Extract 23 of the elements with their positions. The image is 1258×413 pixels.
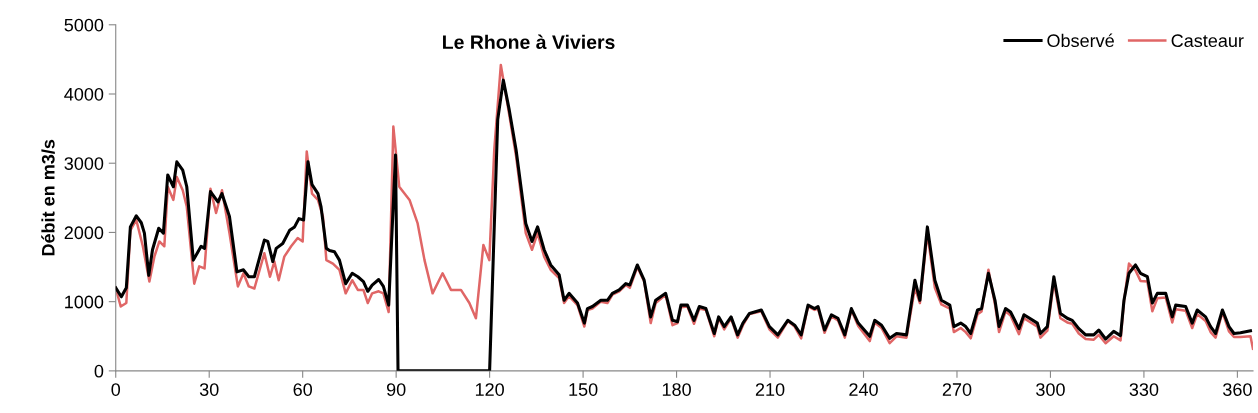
x-tick-label: 270 xyxy=(942,383,972,396)
x-tick-label: 180 xyxy=(662,383,691,396)
x-tick-label: 360 xyxy=(1223,383,1252,396)
x-tick-label: 240 xyxy=(849,383,878,396)
x-tick-label: 330 xyxy=(1129,383,1159,396)
x-tick-label: 0 xyxy=(111,383,121,396)
x-tick-label: 120 xyxy=(475,383,504,396)
x-tick-label: 150 xyxy=(569,383,598,396)
y-tick-label: 1000 xyxy=(65,295,104,309)
x-tick-label: 90 xyxy=(386,383,406,396)
legend-label: Observé xyxy=(1047,33,1114,48)
y-tick-label: 3000 xyxy=(64,157,104,170)
y-axis-title: Débit en m3/s xyxy=(41,139,55,256)
y-tick-label: 4000 xyxy=(64,87,104,101)
y-tick-label: 2000 xyxy=(64,226,104,240)
x-tick-label: 60 xyxy=(293,383,313,396)
y-tick-label: 0 xyxy=(94,364,104,378)
x-tick-label: 30 xyxy=(199,383,219,396)
x-tick-label: 210 xyxy=(755,383,785,396)
legend-label: Casteaur xyxy=(1171,34,1244,48)
chart-title: Le Rhone à Viviers xyxy=(443,34,615,50)
y-tick-label: 5000 xyxy=(64,18,104,32)
x-tick-label: 300 xyxy=(1036,383,1065,396)
